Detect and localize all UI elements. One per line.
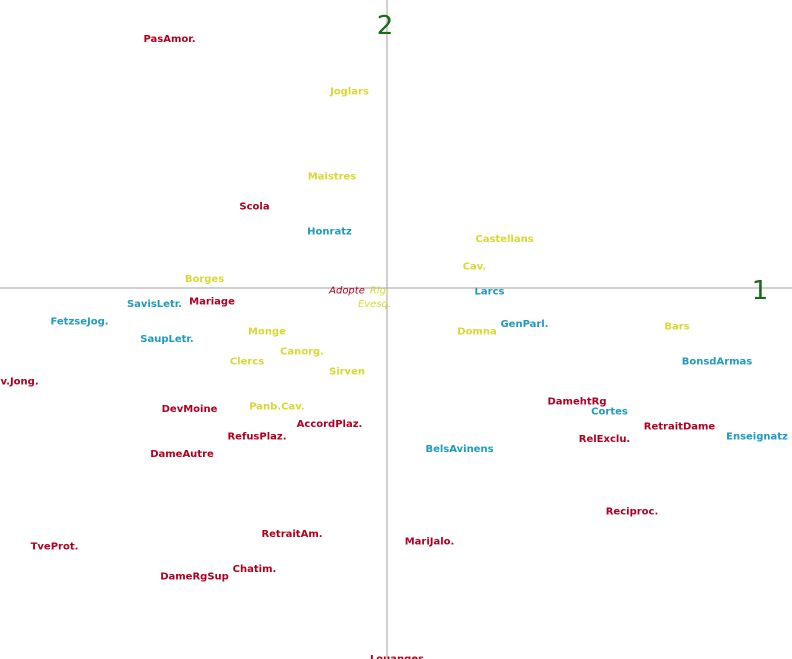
point-label: MariJalo. — [405, 537, 455, 548]
point-label: AccordPlaz. — [297, 419, 363, 430]
point-label: Borges — [185, 274, 224, 285]
point-label: Adopte — [328, 285, 365, 296]
point-label: Rig. — [370, 285, 389, 296]
point-label: Chatim. — [233, 564, 277, 575]
point-label: RefusPlaz. — [227, 432, 286, 443]
point-label: Clercs — [230, 357, 264, 368]
point-label: Mariage — [189, 297, 235, 308]
point-label: Domna — [457, 327, 496, 338]
point-labels: PasAmor. Joglars Maistres Scola Honratz Caste… — [0, 34, 788, 659]
point-label: Castellans — [475, 234, 533, 245]
point-label: Canorg. — [280, 347, 324, 358]
point-label: Dev.Jong. — [0, 377, 39, 388]
point-label: DevMoine — [162, 404, 218, 415]
point-label: DameAutre — [150, 449, 214, 460]
point-label: Honratz — [307, 227, 352, 238]
point-label: RelExclu. — [579, 434, 630, 445]
point-label: Sirven — [329, 367, 365, 378]
point-label: Scola — [239, 202, 269, 213]
point-label: Bars — [664, 322, 689, 333]
point-label: Evesq. — [358, 299, 391, 310]
point-label: Reciproc. — [606, 507, 659, 518]
point-label: Monge — [248, 327, 286, 338]
point-label: Louanges — [370, 654, 424, 659]
point-label: Larcs — [475, 287, 505, 298]
point-label: DameRgSup — [160, 572, 229, 583]
point-label: BonsdArmas — [682, 357, 753, 368]
point-label: RetraitDame — [644, 422, 716, 433]
point-label: PasAmor. — [143, 34, 195, 45]
point-label: SavisLetr. — [127, 299, 182, 310]
point-label: SaupLetr. — [140, 334, 193, 345]
point-label: Panb.Cav. — [249, 402, 304, 413]
point-label: DamehtRg — [547, 397, 606, 408]
y-axis-label: 2 — [377, 11, 394, 41]
point-label: GenParl. — [500, 319, 548, 330]
point-label: Joglars — [329, 87, 369, 98]
point-label: FetzseJog. — [50, 317, 108, 328]
point-label: BelsAvinens — [425, 444, 493, 455]
point-label: RetraitAm. — [261, 529, 322, 540]
point-label: TveProt. — [31, 542, 79, 553]
point-label: Cortes — [591, 407, 628, 418]
point-label: Maistres — [308, 172, 357, 183]
point-label: Cav. — [463, 262, 487, 273]
x-axis-label: 1 — [752, 276, 769, 306]
point-label: Enseignatz — [726, 432, 788, 443]
